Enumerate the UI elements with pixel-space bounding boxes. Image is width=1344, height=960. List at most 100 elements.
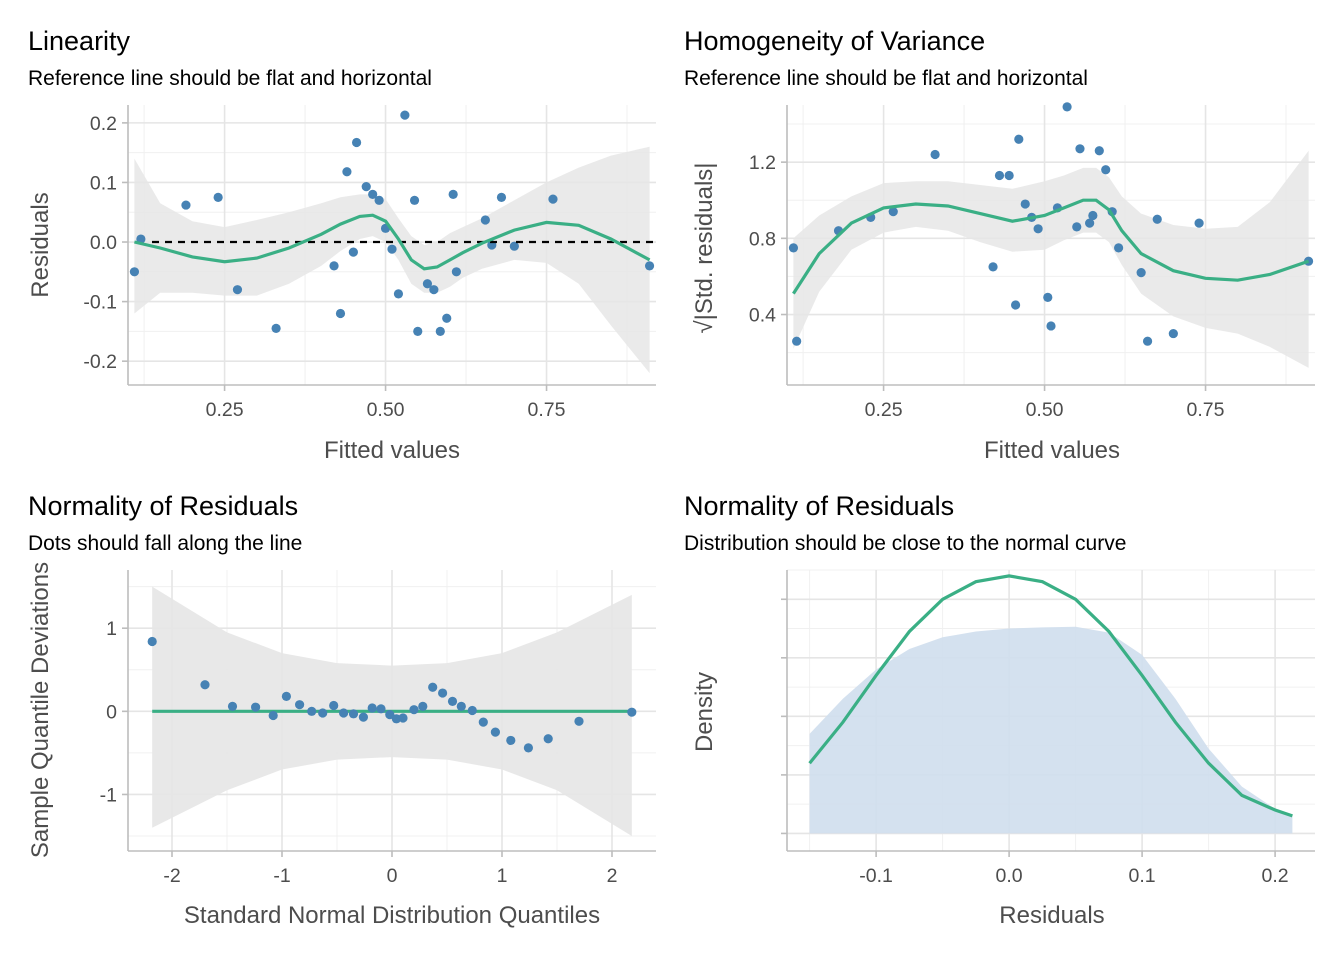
x-tick-label: 2: [607, 865, 618, 887]
data-point: [451, 267, 461, 277]
x-tick-label: 0.0: [996, 865, 1023, 887]
data-point: [281, 691, 291, 701]
data-point: [930, 149, 940, 160]
data-point: [644, 261, 655, 271]
data-point: [1101, 165, 1111, 175]
confidence-band: [134, 146, 650, 374]
data-point: [387, 244, 397, 254]
data-point: [329, 700, 339, 711]
plot-area-linearity: 0.25 0.50 0.75 -0.2 -0.1 0.0 0.1 0.2: [83, 105, 656, 421]
smooth-line: [792, 198, 1310, 295]
data-point: [398, 713, 408, 723]
data-point: [200, 680, 210, 690]
data-point: [413, 326, 423, 336]
panel-density: Normality of Residuals Distribution shou…: [684, 491, 1315, 929]
data-point: [496, 192, 507, 202]
data-point: [329, 261, 339, 271]
title-homogeneity: Homogeneity of Variance: [684, 26, 985, 56]
data-point: [213, 192, 223, 202]
x-tick-label: 0: [387, 865, 398, 887]
xlabel-qq: Standard Normal Distribution Quantiles: [184, 902, 600, 929]
data-point: [348, 247, 358, 257]
data-point: [376, 704, 386, 714]
y-tick-label: 0.1: [90, 172, 117, 194]
y-tick-label: -0.1: [83, 292, 117, 314]
ylabel-density: Density: [691, 672, 718, 752]
data-point: [888, 207, 898, 217]
ylabel-homogeneity: √|Std. residuals|: [691, 162, 718, 333]
data-point: [523, 743, 534, 753]
data-point: [368, 189, 378, 199]
confidence-band: [793, 150, 1309, 368]
data-point: [456, 701, 466, 711]
data-point: [367, 703, 377, 713]
data-point: [543, 734, 553, 744]
y-tick-label: 0: [106, 701, 117, 723]
data-point: [788, 243, 799, 253]
y-tick-label: 1: [106, 618, 117, 640]
panel-linearity: Linearity Reference line should be flat …: [27, 26, 656, 464]
data-point: [1094, 146, 1104, 156]
y-tick-label: 0.0: [90, 232, 117, 254]
data-point: [1168, 328, 1178, 339]
ylabel-linearity: Residuals: [27, 192, 54, 297]
data-point: [627, 707, 637, 717]
data-point: [393, 289, 404, 299]
data-point: [268, 710, 278, 721]
data-point: [1075, 144, 1085, 154]
data-point: [447, 696, 458, 706]
data-point: [361, 182, 371, 192]
data-point: [438, 688, 448, 698]
data-point: [574, 716, 584, 726]
data-point: [351, 137, 362, 148]
data-point: [1014, 134, 1024, 144]
data-point: [994, 170, 1005, 181]
data-point: [1043, 292, 1053, 302]
smooth-line: [134, 213, 651, 271]
subtitle-qq: Dots should fall along the line: [28, 532, 302, 555]
data-point: [1010, 300, 1021, 310]
data-point: [448, 189, 458, 199]
data-point: [429, 285, 439, 295]
plot-area-density: -0.1 0.0 0.1 0.2: [781, 569, 1315, 887]
x-tick-label: 0.2: [1262, 865, 1289, 887]
data-point: [988, 262, 998, 272]
data-point: [181, 200, 191, 210]
x-tick-label: -1: [273, 865, 290, 887]
data-point: [335, 308, 346, 319]
xlabel-linearity: Fitted values: [324, 437, 460, 464]
y-tick-label: 0.8: [749, 228, 776, 250]
data-point: [409, 195, 420, 205]
x-tick-label: 0.50: [1026, 399, 1064, 421]
density-area: [809, 626, 1293, 834]
data-point: [147, 636, 157, 647]
x-tick-label: 0.1: [1129, 865, 1156, 887]
x-tick-label: -0.1: [859, 865, 893, 887]
data-point: [409, 705, 419, 715]
subtitle-linearity: Reference line should be flat and horizo…: [28, 67, 432, 90]
data-point: [1194, 218, 1204, 228]
x-tick-label: -2: [163, 865, 180, 887]
data-point: [1004, 170, 1014, 181]
data-point: [1046, 321, 1056, 331]
data-point: [1072, 222, 1082, 232]
title-density: Normality of Residuals: [684, 491, 954, 521]
data-point: [428, 682, 438, 692]
data-point: [227, 701, 238, 711]
data-point: [307, 706, 317, 716]
data-point: [385, 710, 395, 720]
data-point: [1152, 214, 1162, 224]
data-point: [1020, 199, 1030, 209]
plot-area-homogeneity: 0.25 0.50 0.75 0.4 0.8 1.2: [749, 102, 1315, 421]
data-point: [792, 336, 802, 346]
data-point: [1114, 243, 1124, 253]
data-point: [1088, 210, 1098, 221]
data-point: [400, 110, 410, 120]
title-linearity: Linearity: [28, 26, 131, 56]
data-point: [318, 708, 328, 718]
data-point: [295, 700, 305, 710]
title-qq: Normality of Residuals: [28, 491, 298, 521]
data-point: [548, 194, 558, 204]
data-point: [251, 702, 261, 712]
